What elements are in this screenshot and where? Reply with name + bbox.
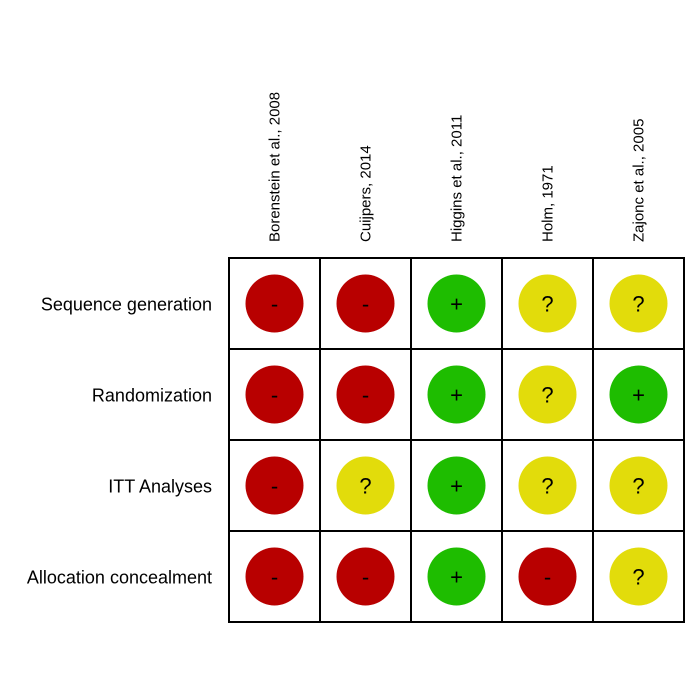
rating-circle bbox=[336, 547, 395, 606]
rating-circle bbox=[609, 547, 668, 606]
study-label: Cuijpers, 2014 bbox=[358, 145, 375, 242]
rating-circle bbox=[518, 365, 577, 424]
study-label: Borenstein et al., 2008 bbox=[267, 92, 284, 242]
rating-circle bbox=[245, 274, 304, 333]
domain-label: ITT Analyses bbox=[108, 477, 212, 497]
rating-symbol: - bbox=[362, 383, 369, 408]
rating-symbol: + bbox=[450, 292, 463, 317]
rating-symbol: - bbox=[362, 565, 369, 590]
rating-symbol: ? bbox=[359, 474, 371, 499]
rating-symbol: ? bbox=[632, 292, 644, 317]
rating-circle bbox=[518, 547, 577, 606]
rating-symbol: + bbox=[450, 383, 463, 408]
rating-symbol: - bbox=[271, 565, 278, 590]
rating-symbol: - bbox=[271, 292, 278, 317]
rating-circle bbox=[427, 274, 486, 333]
domain-label: Allocation concealment bbox=[27, 568, 212, 588]
rating-circle bbox=[245, 456, 304, 515]
rating-circle bbox=[518, 274, 577, 333]
rating-circle bbox=[336, 365, 395, 424]
rating-symbol: ? bbox=[541, 292, 553, 317]
rating-symbol: - bbox=[271, 474, 278, 499]
rating-symbol: - bbox=[271, 383, 278, 408]
rating-symbol: + bbox=[450, 474, 463, 499]
rating-circle bbox=[609, 274, 668, 333]
study-label: Zajonc et al., 2005 bbox=[631, 119, 648, 242]
rating-symbol: - bbox=[362, 292, 369, 317]
domain-label: Randomization bbox=[92, 386, 212, 406]
rating-symbol: + bbox=[632, 383, 645, 408]
rating-circle bbox=[427, 456, 486, 515]
rating-circle bbox=[427, 547, 486, 606]
domain-label: Sequence generation bbox=[41, 295, 212, 315]
rating-circle bbox=[518, 456, 577, 515]
rating-circle bbox=[336, 456, 395, 515]
rating-circle bbox=[245, 547, 304, 606]
rating-symbol: + bbox=[450, 565, 463, 590]
grid-cell bbox=[592, 439, 685, 532]
rating-symbol: ? bbox=[541, 474, 553, 499]
domain-labels: Sequence generation Randomization ITT Anal… bbox=[27, 295, 212, 588]
study-labels: Borenstein et al., 2008 Cuijpers, 2014 Hig… bbox=[267, 92, 648, 242]
rating-symbol: ? bbox=[541, 383, 553, 408]
rating-circle bbox=[336, 274, 395, 333]
rating-circle bbox=[427, 365, 486, 424]
rating-symbol: ? bbox=[632, 474, 644, 499]
rating-circle bbox=[609, 365, 668, 424]
rating-symbol: - bbox=[544, 565, 551, 590]
study-label: Higgins et al., 2011 bbox=[449, 115, 466, 242]
rating-circle bbox=[609, 456, 668, 515]
study-label: Holm, 1971 bbox=[540, 165, 557, 242]
rating-circle bbox=[245, 365, 304, 424]
rating-grid: - - +? ? - - +? + -? +? ? - - + -? bbox=[228, 257, 685, 623]
rating-symbol: ? bbox=[632, 565, 644, 590]
